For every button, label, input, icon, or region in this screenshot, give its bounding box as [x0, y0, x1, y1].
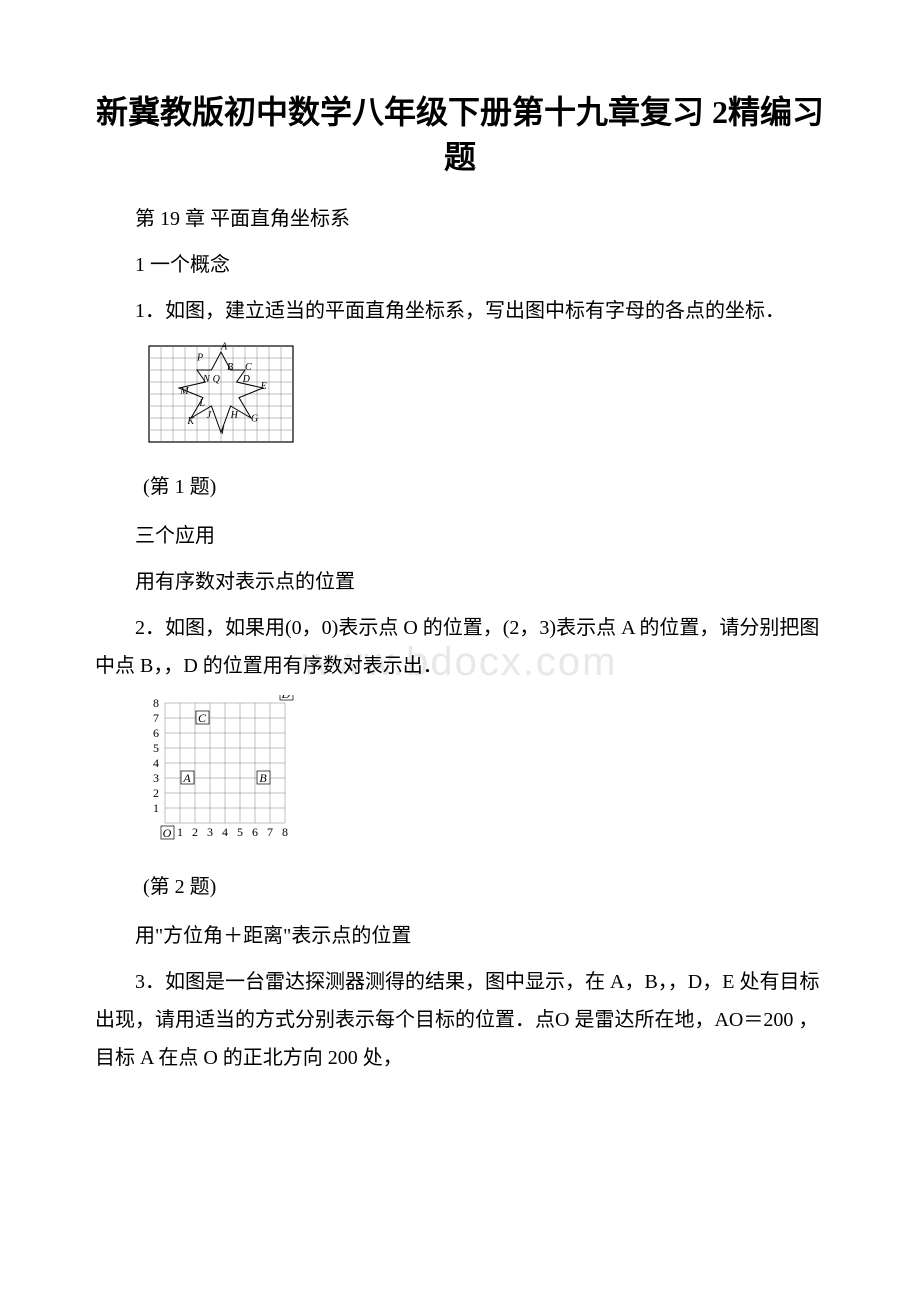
svg-text:7: 7 — [267, 825, 273, 839]
svg-text:6: 6 — [153, 726, 159, 740]
svg-text:O: O — [163, 826, 172, 840]
svg-text:2: 2 — [153, 786, 159, 800]
svg-text:K: K — [186, 416, 195, 427]
three-applications-heading: 三个应用 — [95, 517, 825, 555]
svg-text:A: A — [182, 771, 191, 785]
svg-text:B: B — [227, 362, 233, 373]
question-1-text: 1．如图，建立适当的平面直角坐标系，写出图中标有字母的各点的坐标． — [95, 292, 825, 330]
question-3-text: 3．如图是一台雷达探测器测得的结果，图中显示，在 A，B，，D，E 处有目标出现… — [95, 963, 825, 1077]
svg-text:I: I — [220, 425, 225, 436]
svg-text:2: 2 — [192, 825, 198, 839]
svg-text:P: P — [196, 352, 203, 363]
document-content: 新冀教版初中数学八年级下册第十九章复习 2精编习题 第 19 章 平面直角坐标系… — [95, 90, 825, 1077]
svg-text:1: 1 — [177, 825, 183, 839]
svg-text:4: 4 — [153, 756, 159, 770]
figure-1: A P B CDE M NQ LJ K IH G — [143, 340, 825, 460]
svg-text:Q: Q — [213, 374, 221, 385]
concept-heading: 1 一个概念 — [95, 246, 825, 284]
svg-text:N: N — [202, 374, 211, 385]
chapter-heading: 第 19 章 平面直角坐标系 — [95, 200, 825, 238]
figure-2-caption: (第 2 题) — [143, 870, 825, 899]
svg-text:M: M — [179, 386, 189, 397]
svg-text:7: 7 — [153, 711, 159, 725]
svg-text:5: 5 — [237, 825, 243, 839]
svg-text:A: A — [220, 341, 228, 352]
figure-1-caption: (第 1 题) — [143, 470, 825, 499]
svg-text:1: 1 — [153, 801, 159, 815]
svg-text:G: G — [251, 413, 258, 424]
application-1-heading: 用有序数对表示点的位置 — [95, 563, 825, 601]
svg-text:C: C — [245, 362, 252, 373]
svg-text:E: E — [260, 381, 267, 392]
svg-text:5: 5 — [153, 741, 159, 755]
svg-text:H: H — [230, 410, 239, 421]
svg-text:D: D — [242, 374, 251, 385]
svg-text:6: 6 — [252, 825, 258, 839]
svg-text:3: 3 — [153, 771, 159, 785]
question-2-text: 2．如图，如果用(0，0)表示点 O 的位置，(2，3)表示点 A 的位置，请分… — [95, 609, 825, 685]
figure-2: 01234567812345678OABCD — [143, 695, 825, 860]
document-title: 新冀教版初中数学八年级下册第十九章复习 2精编习题 — [95, 90, 825, 180]
svg-text:C: C — [198, 711, 207, 725]
svg-text:4: 4 — [222, 825, 228, 839]
svg-text:J: J — [207, 410, 212, 421]
svg-text:8: 8 — [153, 696, 159, 710]
application-2-heading: 用"方位角＋距离"表示点的位置 — [95, 917, 825, 955]
svg-text:L: L — [198, 398, 205, 409]
svg-text:3: 3 — [207, 825, 213, 839]
svg-text:B: B — [259, 771, 267, 785]
svg-text:8: 8 — [282, 825, 288, 839]
svg-text:D: D — [281, 695, 291, 701]
